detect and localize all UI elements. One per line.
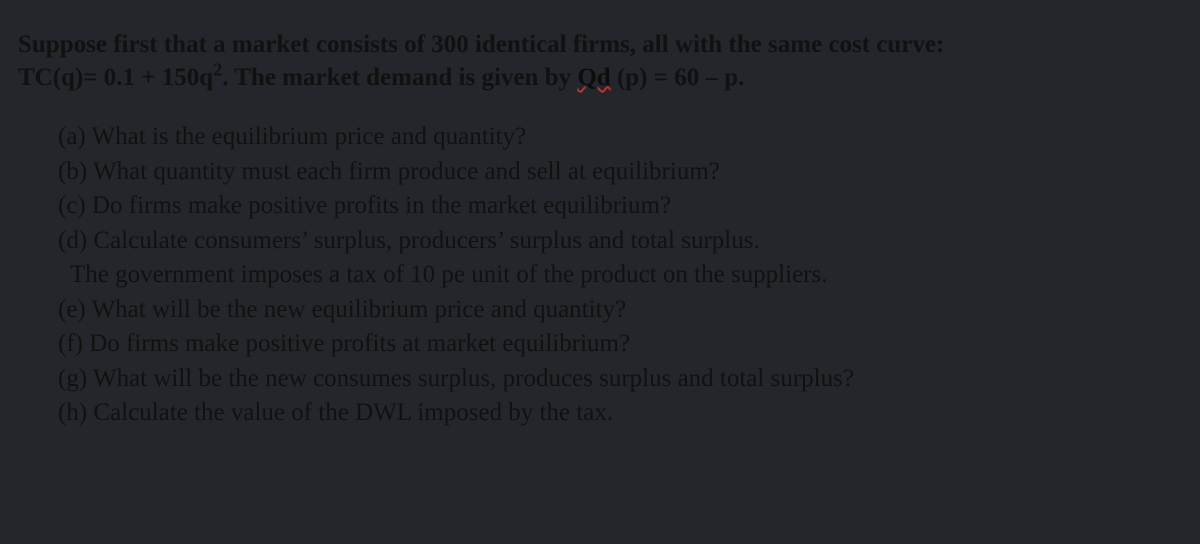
document-page: Suppose first that a market consists of … bbox=[0, 0, 1200, 544]
question-text: Do firms make positive profits at market… bbox=[89, 330, 630, 357]
tax-interlude: The government imposes a tax of 10 pe un… bbox=[70, 258, 1182, 293]
question-text: What will be the new consumes surplus, p… bbox=[93, 365, 854, 392]
question-text: What will be the new equilibrium price a… bbox=[92, 296, 627, 323]
question-label: (e) bbox=[58, 296, 86, 323]
intro-qd-symbol: Qd bbox=[577, 64, 610, 91]
question-a: (a) What is the equilibrium price and qu… bbox=[58, 120, 1182, 155]
question-g: (g) What will be the new consumes surplu… bbox=[58, 362, 1182, 397]
question-text: Calculate the value of the DWL imposed b… bbox=[93, 399, 613, 426]
interlude-text: The government imposes a tax of 10 pe un… bbox=[70, 261, 827, 288]
question-text: What is the equilibrium price and quanti… bbox=[92, 123, 527, 150]
question-label: (b) bbox=[58, 158, 87, 185]
question-h: (h) Calculate the value of the DWL impos… bbox=[58, 396, 1182, 431]
question-f: (f) Do firms make positive profits at ma… bbox=[58, 327, 1182, 362]
intro-after-qd: (p) = 60 – p. bbox=[611, 64, 745, 91]
question-text: Calculate consumers’ surplus, producers’… bbox=[93, 227, 759, 254]
question-e: (e) What will be the new equilibrium pri… bbox=[58, 293, 1182, 328]
intro-line1: Suppose first that a market consists of … bbox=[18, 31, 944, 58]
question-c: (c) Do firms make positive profits in th… bbox=[58, 189, 1182, 224]
question-list-1: (a) What is the equilibrium price and qu… bbox=[58, 120, 1182, 431]
question-text: Do firms make positive profits in the ma… bbox=[92, 192, 671, 219]
problem-intro: Suppose first that a market consists of … bbox=[18, 28, 1182, 94]
question-label: (c) bbox=[58, 192, 86, 219]
question-label: (h) bbox=[58, 399, 87, 426]
question-label: (a) bbox=[58, 123, 86, 150]
intro-after-tc: . The market demand is given by bbox=[222, 64, 577, 91]
question-b: (b) What quantity must each firm produce… bbox=[58, 155, 1182, 190]
question-text: What quantity must each firm produce and… bbox=[93, 158, 720, 185]
intro-tc-prefix: TC(q)= 0.1 + 150q bbox=[18, 64, 213, 91]
question-label: (g) bbox=[58, 365, 87, 392]
question-label: (f) bbox=[58, 330, 83, 357]
question-label: (d) bbox=[58, 227, 87, 254]
intro-tc-exponent: 2 bbox=[213, 60, 222, 80]
question-d: (d) Calculate consumers’ surplus, produc… bbox=[58, 224, 1182, 259]
